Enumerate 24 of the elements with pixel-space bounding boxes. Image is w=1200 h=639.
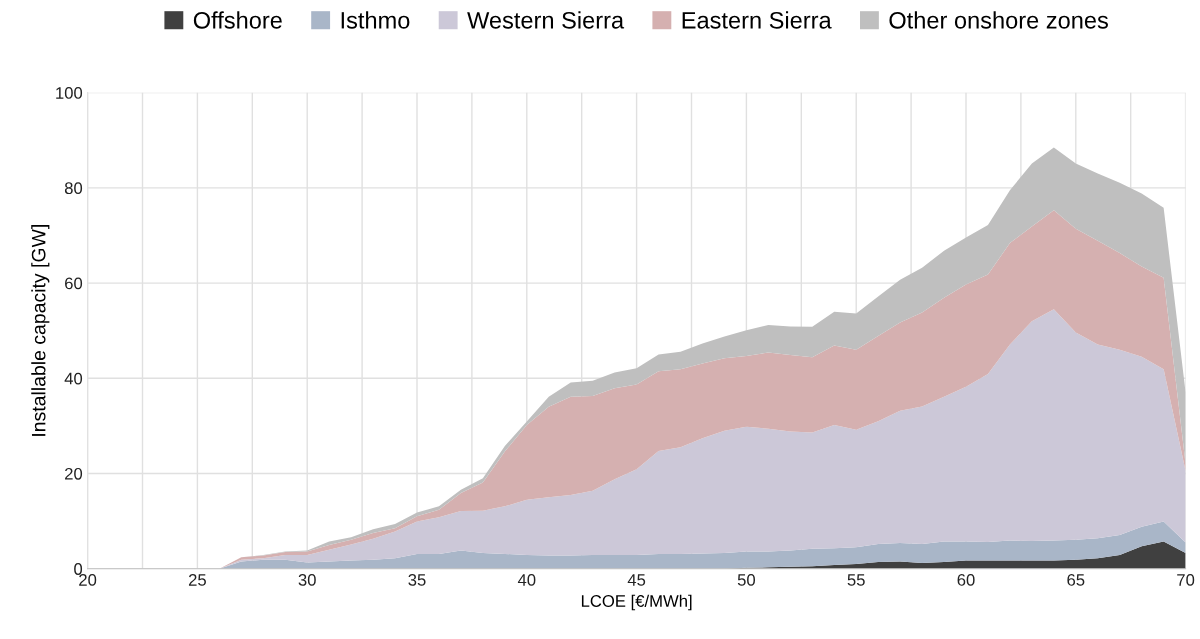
x-tick-label: 25 [188, 574, 206, 586]
y-tick-label: 40 [64, 372, 83, 385]
y-tick-label: 20 [65, 467, 83, 480]
x-tick-label: 40 [517, 574, 536, 586]
legend-label: Isthmo [341, 11, 410, 29]
x-tick-label: 70 [1177, 574, 1195, 586]
legend-label: Offshore [193, 11, 282, 29]
y-tick-label: 60 [65, 277, 83, 290]
legend-label: Western Sierra [467, 11, 625, 29]
x-tick-label: 30 [298, 574, 316, 586]
x-tick-label: 45 [627, 574, 646, 586]
y-axis-title: Installable capacity [GW] [31, 225, 50, 436]
legend-label: Eastern Sierra [682, 11, 832, 29]
x-tick-label: 50 [737, 574, 756, 586]
y-tick-label: 80 [64, 182, 83, 195]
x-tick-label: 60 [957, 574, 975, 586]
x-tick-label: 55 [847, 574, 865, 586]
x-tick-label: 65 [1067, 574, 1085, 586]
x-axis-title: LCOE [€/MWh] [581, 594, 692, 611]
y-tick-label: 0 [74, 563, 83, 575]
legend-label: Other onshore zones [889, 11, 1108, 29]
y-tick-label: 100 [56, 87, 83, 99]
x-tick-label: 20 [79, 574, 97, 586]
x-tick-label: 35 [408, 574, 426, 586]
